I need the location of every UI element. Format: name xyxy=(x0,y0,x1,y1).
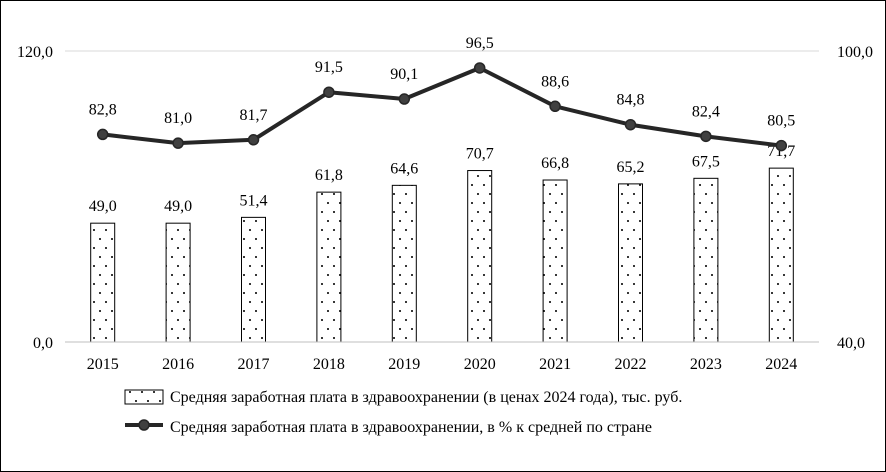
bar-label-2022: 65,2 xyxy=(617,159,645,176)
y-right-tick-max: 100,0 xyxy=(837,44,873,61)
x-tick-2016: 2016 xyxy=(162,356,194,373)
line-point-2019 xyxy=(398,93,411,105)
y-axis-right: 100,0 40,0 xyxy=(837,44,873,352)
line-label-2018: 91,5 xyxy=(315,59,343,76)
x-tick-2017: 2017 xyxy=(238,356,270,373)
x-tick-2022: 2022 xyxy=(615,356,647,373)
bar-2017 xyxy=(241,216,266,343)
bar-label-2017: 51,4 xyxy=(240,192,268,209)
line-label-2020: 96,5 xyxy=(466,35,494,52)
y-left-tick-max: 120,0 xyxy=(17,44,53,61)
bar-2016 xyxy=(165,222,191,343)
bar-label-2016: 49,0 xyxy=(164,198,192,215)
line-point-2021 xyxy=(549,100,561,113)
line-point-2017 xyxy=(247,134,260,146)
bar-2019 xyxy=(391,184,417,343)
line-label-2022: 84,8 xyxy=(617,92,645,109)
line-label-2017: 81,7 xyxy=(240,107,268,124)
line-label-2015: 82,8 xyxy=(89,101,117,118)
bar-2021 xyxy=(542,179,568,343)
bar-labels: 49,0 49,0 51,4 61,8 64,6 70,7 66,8 65,2 67,5 71,7 xyxy=(89,143,796,215)
x-tick-2018: 2018 xyxy=(313,356,345,373)
bar-label-2019: 64,6 xyxy=(390,160,418,177)
bar-label-2024: 71,7 xyxy=(767,143,795,160)
line-label-2023: 82,4 xyxy=(692,103,720,120)
x-tick-2024: 2024 xyxy=(765,356,797,373)
line-point-2023 xyxy=(700,130,712,143)
legend-item-line: Средняя заработная плата в здравоохранен… xyxy=(125,419,652,436)
bar-label-2020: 70,7 xyxy=(466,146,494,163)
bar-2018 xyxy=(316,191,342,343)
bar-label-2015: 49,0 xyxy=(89,198,117,215)
line-label-2016: 81,0 xyxy=(164,110,192,127)
bar-label-2018: 61,8 xyxy=(315,167,343,184)
y-axis-left: 120,0 0,0 xyxy=(17,44,53,352)
legend-label-bars: Средняя заработная плата в здравоохранен… xyxy=(170,389,682,406)
legend: Средняя заработная плата в здравоохранен… xyxy=(124,389,682,436)
y-right-tick-min: 40,0 xyxy=(837,335,865,352)
line-label-2021: 88,6 xyxy=(541,73,569,90)
x-tick-2023: 2023 xyxy=(690,356,722,373)
bar-2024 xyxy=(768,167,794,343)
x-tick-2021: 2021 xyxy=(539,356,571,373)
bar-2015 xyxy=(90,222,116,343)
x-axis: 2015 2016 2017 2018 2019 2020 2021 2022 2023 2024 xyxy=(65,341,819,373)
bar-2020 xyxy=(467,170,493,343)
bar-label-2021: 66,8 xyxy=(541,155,569,172)
x-tick-2015: 2015 xyxy=(87,356,119,373)
line-point-2016 xyxy=(172,137,184,149)
bar-2023 xyxy=(693,177,719,343)
line-label-2024: 80,5 xyxy=(767,113,795,130)
legend-label-line: Средняя заработная плата в здравоохранен… xyxy=(170,419,652,436)
bar-2022 xyxy=(618,183,643,343)
line-label-2019: 90,1 xyxy=(390,66,418,83)
line-path xyxy=(102,65,782,148)
line-point-2015 xyxy=(96,128,109,141)
line-point-2018 xyxy=(323,86,335,98)
line-point-2022 xyxy=(624,118,637,131)
legend-item-bars: Средняя заработная плата в здравоохранен… xyxy=(124,389,682,406)
y-left-tick-min: 0,0 xyxy=(33,335,53,352)
bar-label-2023: 67,5 xyxy=(692,153,720,170)
line-labels: 82,8 81,0 81,7 91,5 90,1 96,5 88,6 84,8 82,4 80,5 xyxy=(89,35,796,130)
x-tick-2020: 2020 xyxy=(464,356,496,373)
line-point-2020 xyxy=(473,62,486,74)
legend-line-marker xyxy=(138,419,150,431)
line-point-2024 xyxy=(775,139,788,152)
x-tick-2019: 2019 xyxy=(388,356,420,373)
bars xyxy=(90,167,794,343)
line-series xyxy=(96,62,788,152)
legend-bar-swatch xyxy=(124,389,164,405)
